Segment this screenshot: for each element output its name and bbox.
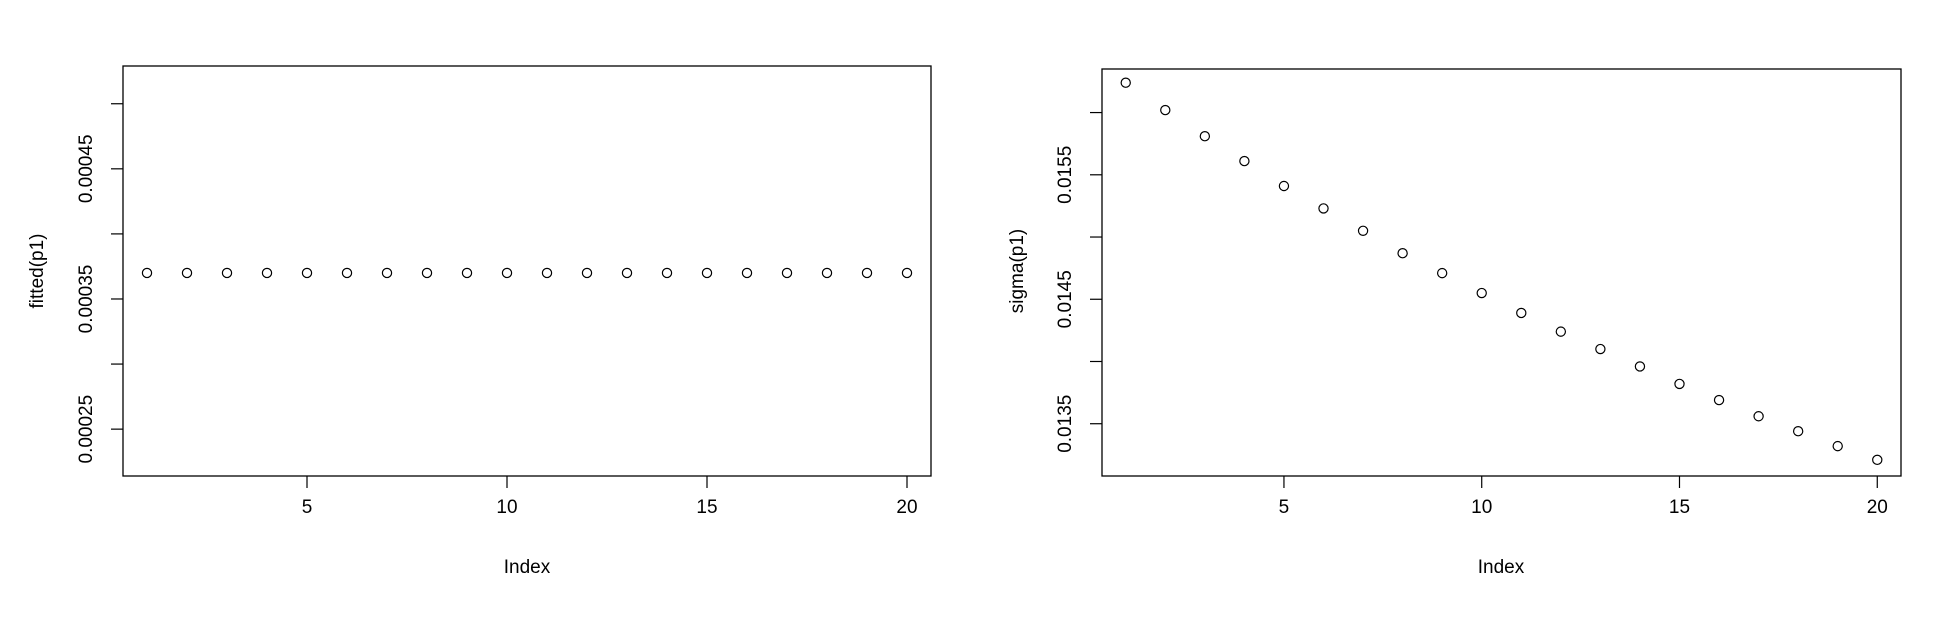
data-point — [181, 267, 193, 279]
data-point — [1199, 131, 1211, 142]
x-tick-label: 20 — [1867, 497, 1888, 518]
data-point — [1318, 203, 1329, 214]
y-axis-label: fitted(p1) — [27, 234, 48, 309]
data-point — [701, 267, 713, 279]
data-point — [1436, 267, 1448, 279]
data-point — [421, 267, 433, 279]
data-point — [781, 267, 793, 279]
plot-frame — [1101, 68, 1902, 477]
y-axis-label: sigma(p1) — [1007, 229, 1028, 313]
x-tick-label: 5 — [1279, 497, 1290, 518]
data-point — [1239, 155, 1250, 167]
x-axis-label: Index — [1478, 557, 1525, 578]
x-tick-label: 20 — [896, 497, 917, 518]
x-tick-label: 5 — [302, 497, 313, 518]
data-point — [1160, 104, 1171, 116]
plot-frame — [122, 65, 932, 477]
data-point — [1516, 307, 1527, 319]
data-point — [861, 267, 873, 279]
data-point — [341, 267, 353, 279]
data-point — [1120, 77, 1131, 88]
data-point — [461, 267, 473, 279]
data-point — [261, 267, 273, 279]
y-tick-label: 0.0145 — [1055, 270, 1076, 328]
point-group — [1120, 77, 1883, 466]
chart-panel-sigma: 5 10 15 20 0.0135 0.0145 0.0155 Index sigma(p1… — [1007, 68, 1902, 578]
data-point — [1792, 425, 1804, 437]
data-point — [221, 267, 233, 279]
data-point — [1634, 361, 1646, 372]
data-point — [661, 267, 673, 279]
data-point — [741, 267, 753, 279]
data-point — [301, 267, 313, 279]
data-point — [381, 267, 393, 279]
data-point — [581, 267, 593, 279]
data-point — [1713, 394, 1725, 406]
data-point — [901, 267, 913, 279]
data-point — [141, 267, 153, 279]
data-point — [821, 267, 833, 279]
y-tick-label: 0.0155 — [1055, 146, 1076, 204]
x-tick-label: 15 — [696, 497, 717, 518]
data-point — [1872, 454, 1883, 466]
point-group — [141, 267, 913, 279]
tick-group: 5 10 15 20 0.0135 0.0145 0.0155 — [1055, 111, 1888, 518]
data-point — [1555, 326, 1567, 337]
y-tick-label: 0.00045 — [76, 134, 97, 203]
data-point — [1674, 378, 1685, 390]
y-tick-label: 0.00035 — [76, 265, 97, 334]
data-point — [501, 267, 513, 279]
data-point — [1397, 248, 1408, 259]
x-axis-label: Index — [504, 557, 551, 578]
data-point — [1595, 343, 1606, 355]
data-point — [1278, 180, 1290, 192]
chart-panel-fitted: 5 10 15 20 0.00025 0.00035 0.00045 Index fitte… — [27, 65, 932, 578]
x-tick-label: 10 — [1471, 497, 1492, 518]
y-tick-label: 0.00025 — [76, 395, 97, 464]
data-point — [1476, 287, 1487, 299]
data-point — [1357, 225, 1369, 237]
data-point — [1832, 440, 1843, 452]
y-tick-label: 0.0135 — [1055, 395, 1076, 453]
data-point — [541, 267, 553, 279]
tick-group: 5 10 15 20 0.00025 0.00035 0.00045 — [76, 103, 918, 518]
x-tick-label: 10 — [496, 497, 517, 518]
data-point — [621, 267, 633, 279]
data-point — [1753, 411, 1764, 422]
x-tick-label: 15 — [1669, 497, 1690, 518]
